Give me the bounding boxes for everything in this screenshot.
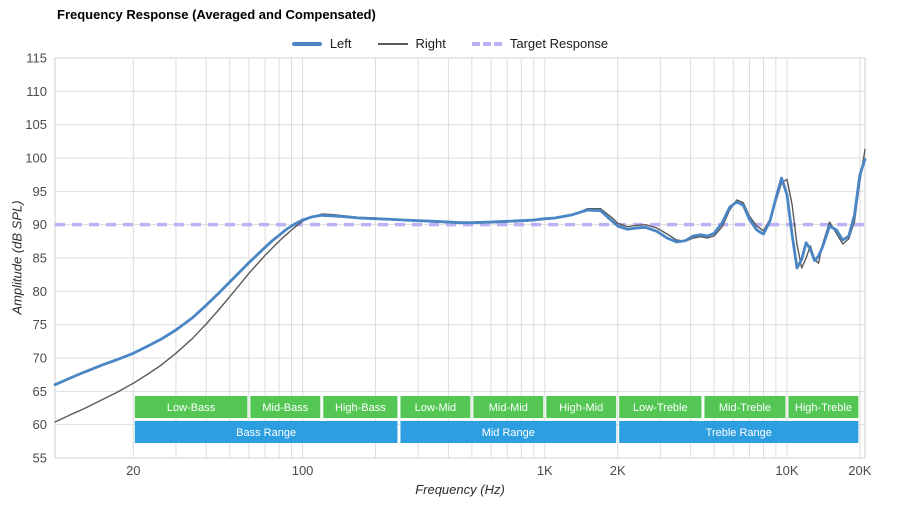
band-label: Mid-Treble xyxy=(719,402,771,414)
band-label: Low-Treble xyxy=(633,402,688,414)
range-label: Bass Range xyxy=(236,427,296,439)
band-low-treble xyxy=(619,396,702,418)
plot-border xyxy=(54,57,866,459)
range-mid-range xyxy=(400,421,617,443)
band-high-mid xyxy=(546,396,617,418)
legend-label-left: Left xyxy=(329,36,352,51)
band-high-treble xyxy=(788,396,859,418)
right-line-swatch-icon xyxy=(377,42,408,45)
band-high-bass xyxy=(323,396,398,418)
band-label: High-Bass xyxy=(335,402,386,414)
band-label: Low-Bass xyxy=(167,402,216,414)
chart-title: Frequency Response (Averaged and Compens… xyxy=(57,7,376,22)
legend: Left Right Target Response xyxy=(0,36,900,51)
target-line-swatch-icon xyxy=(471,41,502,46)
x-tick-label: 2K xyxy=(610,463,626,478)
y-tick-label: 105 xyxy=(25,117,47,132)
y-tick-label: 75 xyxy=(33,317,47,332)
legend-item-left[interactable]: Left xyxy=(291,36,352,51)
band-label: High-Treble xyxy=(795,402,852,414)
band-label: Low-Mid xyxy=(415,402,457,414)
y-tick-label: 115 xyxy=(26,51,47,66)
range-label: Mid Range xyxy=(482,427,535,439)
y-tick-label: 95 xyxy=(33,184,47,199)
legend-item-target-response[interactable]: Target Response xyxy=(471,36,609,51)
y-tick-label: 90 xyxy=(33,217,47,232)
x-tick-label: 20 xyxy=(126,463,140,478)
legend-item-right[interactable]: Right xyxy=(377,36,446,51)
x-axis-title: Frequency (Hz) xyxy=(415,482,505,497)
y-tick-label: 70 xyxy=(33,351,47,366)
band-label: High-Mid xyxy=(559,402,603,414)
range-bass-range xyxy=(134,421,398,443)
left-line-swatch-icon xyxy=(291,41,322,46)
y-tick-label: 65 xyxy=(33,384,47,399)
x-tick-label: 10K xyxy=(775,463,798,478)
legend-label-target-response: Target Response xyxy=(509,36,609,51)
y-tick-label: 60 xyxy=(33,417,47,432)
legend-label-right: Right xyxy=(415,36,446,51)
range-treble-range xyxy=(619,421,859,443)
y-tick-label: 100 xyxy=(25,151,47,166)
x-tick-label: 100 xyxy=(292,463,314,478)
band-low-mid xyxy=(400,396,471,418)
band-label: Mid-Mid xyxy=(489,402,528,414)
range-label: Treble Range xyxy=(706,427,772,439)
y-axis-title: Amplitude (dB SPL) xyxy=(9,200,25,315)
y-tick-label: 85 xyxy=(33,251,47,266)
band-label: Mid-Bass xyxy=(262,402,308,414)
y-tick-label: 55 xyxy=(33,451,47,466)
band-mid-bass xyxy=(250,396,321,418)
y-tick-label: 80 xyxy=(33,284,47,299)
series-right-line xyxy=(54,148,866,423)
band-low-bass xyxy=(134,396,248,418)
y-tick-label: 110 xyxy=(26,84,47,99)
band-mid-mid xyxy=(473,396,544,418)
x-tick-label: 1K xyxy=(537,463,553,478)
series-left-line xyxy=(53,157,867,387)
band-mid-treble xyxy=(704,396,786,418)
x-tick-label: 20K xyxy=(848,463,871,478)
